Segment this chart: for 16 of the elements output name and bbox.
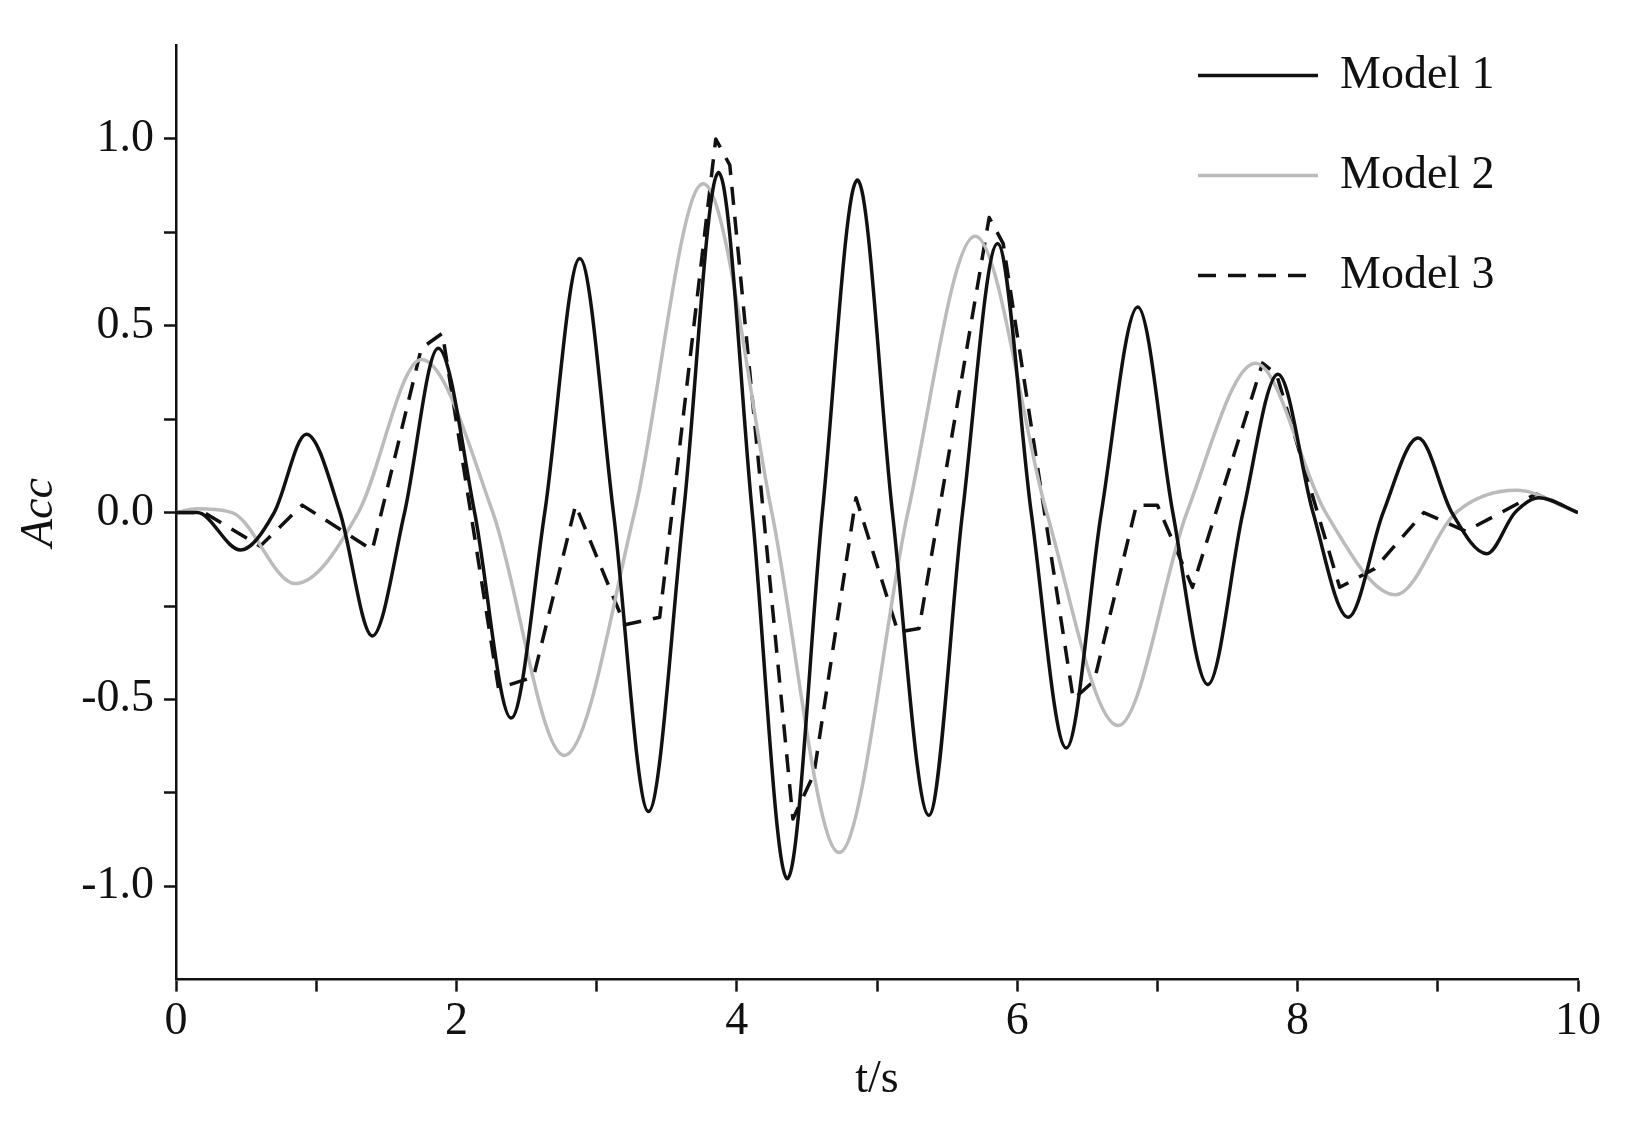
x-tick-label: 8: [1286, 993, 1310, 1045]
x-tick-label: 0: [164, 993, 188, 1045]
legend-label: Model 2: [1340, 146, 1495, 198]
x-tick-label: 4: [725, 993, 749, 1045]
x-tick-label: 10: [1555, 993, 1601, 1045]
x-tick-label: 2: [444, 993, 468, 1045]
y-tick-label: 0.5: [96, 296, 155, 348]
y-axis-title: Acc: [10, 478, 62, 551]
x-axis-title: t/s: [855, 1051, 899, 1103]
legend-label: Model 3: [1340, 246, 1495, 298]
y-tick-label: 1.0: [96, 110, 155, 162]
y-tick-label: -1.0: [81, 857, 155, 909]
y-tick-label: -0.5: [81, 670, 155, 722]
legend-label: Model 1: [1340, 46, 1495, 98]
x-tick-label: 6: [1005, 993, 1029, 1045]
y-tick-label: 0.0: [96, 483, 155, 535]
